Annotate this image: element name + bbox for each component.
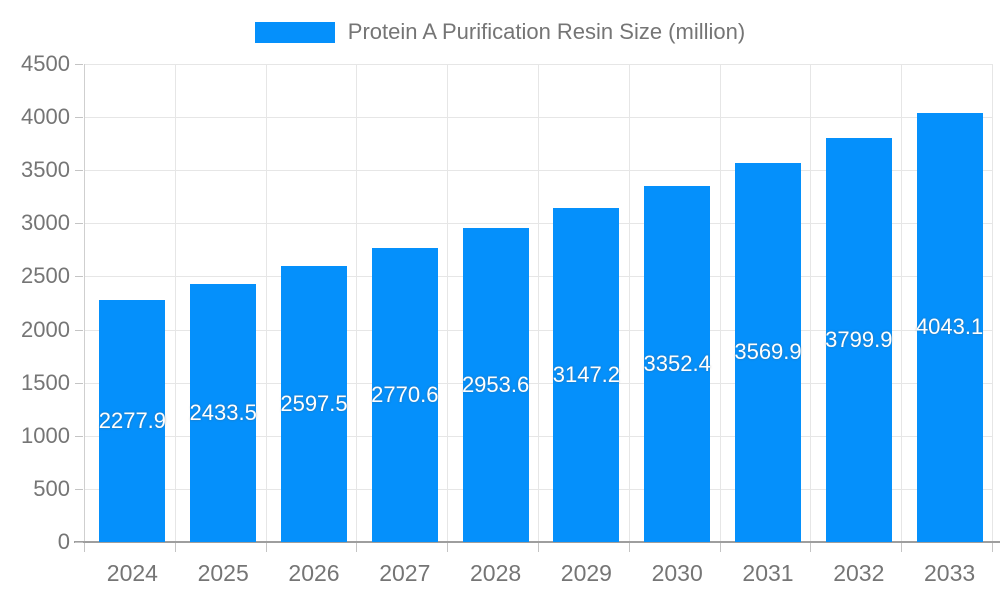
x-axis-label: 2030 — [651, 560, 703, 586]
bar-value-label: 2770.6 — [371, 381, 439, 407]
bar-2029: 3147.2 — [552, 207, 621, 542]
y-axis-tick — [75, 117, 83, 119]
x-axis-tick — [992, 543, 993, 552]
y-axis-label: 0 — [57, 529, 70, 554]
bar-value-label: 3147.2 — [552, 361, 621, 387]
x-axis-label: 2026 — [288, 560, 340, 586]
plot-area: 2277.9 2433.5 2597.5 2770.6 2953.6 3147.2 3352… — [74, 64, 1000, 543]
x-axis-label: 2025 — [197, 560, 249, 586]
bar-2024: 2277.9 — [98, 300, 167, 542]
x-gridline — [628, 64, 630, 542]
y-axis-label: 500 — [33, 475, 70, 501]
bar-2025: 2433.5 — [189, 283, 257, 542]
bar-value-label: 3569.9 — [734, 339, 802, 365]
y-axis-tick — [75, 435, 83, 437]
x-gridline — [356, 64, 358, 542]
bar-value-label: 4043.1 — [915, 314, 984, 340]
x-axis-tick — [447, 543, 449, 552]
legend-label: Protein A Purification Resin Size (milli… — [347, 19, 746, 44]
y-axis-label: 1500 — [21, 369, 70, 395]
x-axis-tick — [265, 543, 267, 552]
y-axis-tick — [75, 170, 83, 172]
y-axis-tick — [75, 329, 83, 331]
x-gridline — [719, 64, 721, 542]
x-axis-tick — [901, 543, 903, 552]
y-axis-tick — [75, 276, 83, 278]
bar-2030: 3352.4 — [643, 185, 711, 542]
bar-2026: 2597.5 — [280, 266, 348, 542]
x-axis-label: 2027 — [379, 560, 431, 586]
bar-value-label: 3799.9 — [825, 327, 893, 353]
x-gridline — [447, 64, 449, 542]
bar-2031: 3569.9 — [734, 162, 802, 542]
x-gridline — [992, 64, 993, 542]
bar-value-label: 2597.5 — [280, 391, 348, 417]
x-axis-label: 2032 — [833, 560, 885, 586]
x-axis-tick — [538, 543, 539, 552]
y-axis-label: 4500 — [21, 51, 70, 76]
x-axis-label: 2028 — [470, 560, 522, 586]
x-axis-tick — [719, 543, 721, 552]
y-axis-label: 3500 — [21, 157, 70, 183]
y-axis-tick — [75, 382, 83, 384]
y-axis-tick — [75, 64, 83, 65]
bar-2028: 2953.6 — [461, 228, 530, 542]
x-axis-label: 2029 — [560, 560, 612, 586]
x-gridline — [265, 64, 267, 542]
legend-swatch — [254, 21, 335, 43]
bar-2032: 3799.9 — [825, 138, 893, 542]
x-axis-tick — [810, 543, 812, 552]
y-axis-tick — [75, 223, 83, 225]
x-axis-label: 2031 — [742, 560, 794, 586]
x-axis-label: 2024 — [106, 560, 158, 586]
bar-value-label: 3352.4 — [643, 350, 711, 376]
y-axis-tick — [75, 542, 83, 543]
x-axis-tick — [356, 543, 358, 552]
chart-legend-item[interactable]: Protein A Purification Resin Size (milli… — [0, 19, 1000, 44]
y-axis-line — [84, 64, 85, 542]
x-gridline — [538, 64, 539, 542]
y-axis-label: 4000 — [21, 104, 70, 130]
x-axis-tick — [174, 543, 176, 552]
y-axis-label: 1000 — [21, 422, 70, 448]
y-axis-label: 2000 — [21, 316, 70, 342]
x-gridline — [174, 64, 176, 542]
x-axis-tick — [628, 543, 630, 552]
x-gridline — [901, 64, 903, 542]
bar-value-label: 2953.6 — [461, 372, 530, 398]
y-axis-label: 2500 — [21, 263, 70, 289]
x-gridline — [810, 64, 812, 542]
bar-2033: 4043.1 — [915, 112, 984, 542]
bar-value-label: 2277.9 — [98, 408, 167, 434]
bar-value-label: 2433.5 — [189, 399, 257, 425]
y-axis-tick — [75, 488, 83, 490]
x-axis-label: 2033 — [924, 560, 976, 586]
x-axis-tick — [84, 543, 85, 552]
y-axis-label: 3000 — [21, 210, 70, 236]
x-axis-line — [74, 541, 1000, 543]
bar-2027: 2770.6 — [371, 247, 439, 542]
